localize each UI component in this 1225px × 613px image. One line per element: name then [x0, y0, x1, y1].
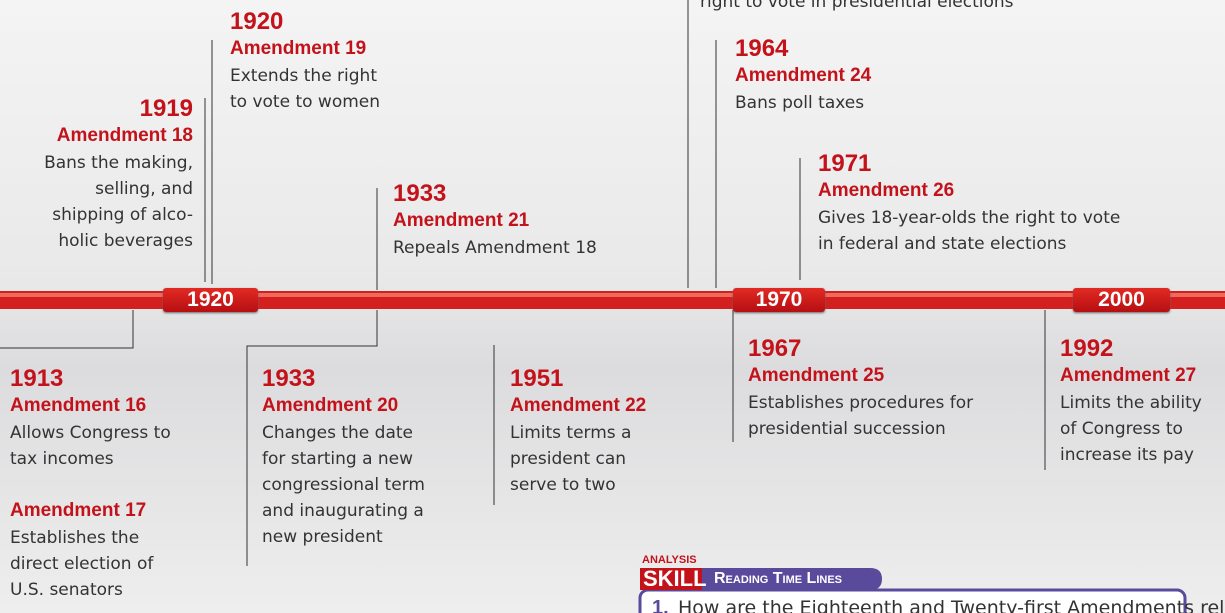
question: How are the Eighteenth and Twenty-first …: [678, 597, 1225, 613]
description-line: Allows Congress to: [10, 423, 171, 443]
skill-label-big: SKILL: [643, 566, 707, 592]
event-year: 1971: [818, 150, 871, 178]
event-year: 1933: [393, 180, 446, 208]
amendment-name: Amendment 26: [818, 180, 954, 202]
event-year: 1967: [748, 335, 801, 363]
description-line: to vote to women: [230, 92, 380, 112]
event-year: 1964: [735, 35, 788, 63]
event-year: 1913: [10, 365, 63, 393]
top-fragment: right to vote in presidential elections: [700, 0, 1014, 12]
description-line: shipping of alco-: [52, 205, 193, 225]
description-line: Bans the making,: [44, 153, 193, 173]
description-line: Extends the right: [230, 66, 377, 86]
skill-label-small: ANALYSIS: [642, 554, 697, 566]
description-line: president can: [510, 449, 626, 469]
description-line: direct election of: [10, 554, 153, 574]
amendment-name: Amendment 25: [748, 365, 884, 387]
timeline-year: 2000: [1073, 288, 1170, 312]
event-year: 1919: [140, 95, 193, 123]
description-line: Changes the date: [262, 423, 413, 443]
amendment-name: Amendment 17: [10, 500, 146, 522]
amendment-name: Amendment 21: [393, 210, 529, 232]
page: right to vote in presidential elections …: [0, 0, 1225, 613]
description-line: presidential succession: [748, 419, 946, 439]
amendment-name: Amendment 24: [735, 65, 871, 87]
amendment-name: Amendment 22: [510, 395, 646, 417]
event-year: 1933: [262, 365, 315, 393]
timeline-year: 1920: [163, 288, 258, 312]
event-year: 1920: [230, 8, 283, 36]
description-line: Establishes procedures for: [748, 393, 973, 413]
description-line: and inaugurating a: [262, 501, 424, 521]
description-line: for starting a new: [262, 449, 413, 469]
description-line: serve to two: [510, 475, 616, 495]
amendment-name: Amendment 19: [230, 38, 366, 60]
description-line: Repeals Amendment 18: [393, 238, 597, 258]
question-number: 1.: [652, 597, 669, 613]
description-line: Gives 18-year-olds the right to vote: [818, 208, 1120, 228]
description-line: of Congress to: [1060, 419, 1183, 439]
description-line: Limits terms a: [510, 423, 631, 443]
description-line: congressional term: [262, 475, 425, 495]
description-line: holic beverages: [58, 231, 193, 251]
skill-title: Reading Time Lines: [714, 570, 842, 588]
description-line: tax incomes: [10, 449, 114, 469]
description-line: U.S. senators: [10, 580, 123, 600]
event-year: 1951: [510, 365, 563, 393]
amendment-name: Amendment 18: [57, 125, 193, 147]
timeline-year: 1970: [733, 288, 825, 312]
amendment-name: Amendment 27: [1060, 365, 1196, 387]
description-line: in federal and state elections: [818, 234, 1066, 254]
description-line: Bans poll taxes: [735, 93, 864, 113]
description-line: new president: [262, 527, 383, 547]
description-line: Limits the ability: [1060, 393, 1202, 413]
amendment-name: Amendment 20: [262, 395, 398, 417]
amendment-name: Amendment 16: [10, 395, 146, 417]
description-line: Establishes the: [10, 528, 139, 548]
description-line: selling, and: [95, 179, 193, 199]
event-year: 1992: [1060, 335, 1113, 363]
description-line: increase its pay: [1060, 445, 1194, 465]
